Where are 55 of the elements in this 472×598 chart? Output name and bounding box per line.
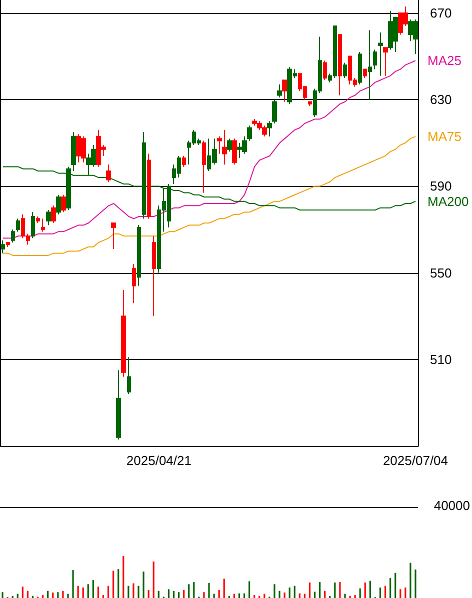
candlestick — [282, 80, 287, 102]
series-label: MA25 — [427, 53, 462, 68]
candlestick — [137, 224, 141, 286]
candlestick — [111, 222, 116, 250]
candlestick — [277, 84, 282, 98]
y-tick-label: 550 — [430, 265, 452, 280]
candlestick — [383, 47, 388, 76]
candlestick — [61, 194, 66, 213]
candlestick — [51, 205, 56, 224]
candlestick — [41, 218, 45, 232]
candlestick — [343, 62, 347, 78]
candlestick — [323, 60, 327, 81]
candlestick — [6, 242, 10, 248]
candlestick — [56, 194, 61, 215]
candlestick — [1, 240, 5, 254]
candlestick — [182, 155, 186, 168]
candlestick — [202, 140, 206, 194]
y-tick-label: 630 — [430, 92, 452, 108]
candlestick — [46, 210, 51, 226]
candlestick — [358, 51, 362, 85]
candlestick — [267, 120, 272, 137]
candlestick — [127, 356, 131, 395]
line-series — [2, 136, 416, 256]
x-tick-label: 2025/04/21 — [126, 453, 192, 468]
candlestick — [272, 99, 277, 124]
candlestick — [363, 68, 367, 78]
candlestick — [308, 101, 312, 107]
candlestick — [247, 125, 252, 142]
candlestick — [36, 216, 40, 224]
candlestick — [106, 164, 111, 182]
candlestick — [227, 138, 232, 152]
series-label: MA75 — [427, 128, 462, 144]
candlestick — [222, 129, 227, 166]
line-series — [2, 60, 416, 239]
candlestick — [338, 34, 342, 96]
candlestick — [121, 290, 126, 378]
y-tick-label: 670 — [430, 5, 452, 20]
y-tick-label: 590 — [430, 178, 452, 194]
candlestick — [31, 212, 35, 239]
candlestick — [16, 218, 20, 232]
candlestick — [217, 136, 222, 154]
candlestick — [373, 49, 377, 70]
x-tick-label: 2025/07/04 — [382, 453, 448, 468]
text: 40000 — [434, 498, 470, 514]
candlestick — [132, 264, 136, 304]
candlestick — [116, 370, 121, 440]
candlestick — [368, 30, 372, 100]
candlestick — [152, 235, 156, 317]
series-label: MA200 — [427, 194, 469, 209]
candlestick — [147, 153, 151, 220]
candlestick — [11, 228, 15, 243]
candlestick — [232, 138, 237, 166]
y-tick-label: 510 — [430, 352, 452, 367]
candlestick — [378, 32, 383, 76]
candlestick — [71, 132, 76, 172]
